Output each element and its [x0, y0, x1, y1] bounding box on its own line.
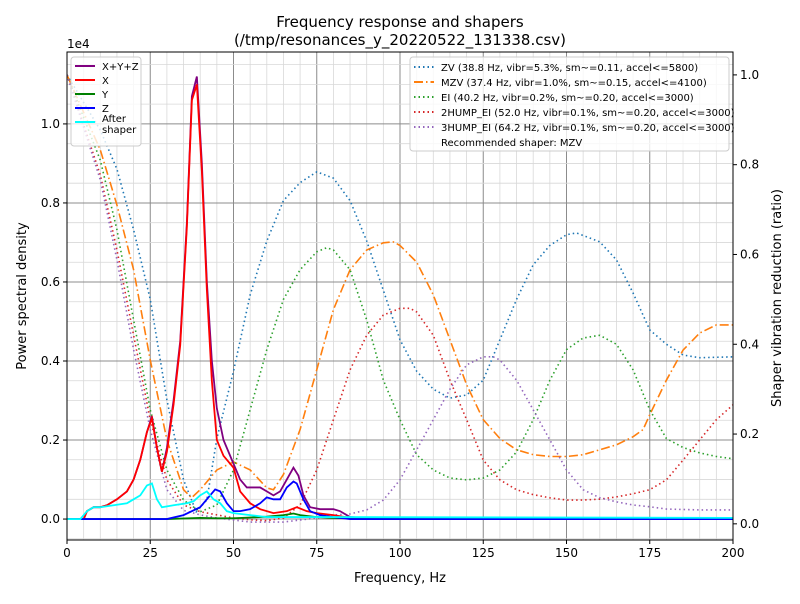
shaper-line-mzv: [67, 74, 733, 499]
legend-label: 3HUMP_EI (64.2 Hz, vibr=0.1%, sm~=0.20, …: [441, 123, 735, 134]
legend-label: X+Y+Z: [102, 62, 139, 73]
legend-label: Z: [102, 104, 109, 115]
psd-line-1: [67, 84, 733, 520]
y-right-tick-label: 0.4: [740, 337, 759, 351]
ticks: 0 25 50 75 100 125 150 175 200 0.0 0.2 0.4 0.6 0.8 1.0…: [41, 68, 759, 560]
x-tick-label: 25: [143, 546, 158, 560]
legend-label: X: [102, 76, 109, 87]
x-tick-label: 75: [309, 546, 324, 560]
psd-line-4: [67, 482, 733, 520]
x-tick-label: 200: [722, 546, 745, 560]
y-tick-label: 0.6: [41, 275, 60, 289]
legend-label: EI (40.2 Hz, vibr=0.2%, sm~=0.20, accel<…: [441, 93, 694, 104]
y-tick-label: 0.0: [41, 512, 60, 526]
series-layer: [67, 74, 733, 523]
recommended-shaper-label: Recommended shaper: MZV: [441, 138, 582, 149]
y-right-tick-label: 0.2: [740, 427, 759, 441]
x-tick-label: 100: [389, 546, 412, 560]
y-right-tick-label: 0.6: [740, 247, 759, 261]
y-tick-label: 1.0: [41, 117, 60, 131]
y-tick-label: 0.4: [41, 354, 60, 368]
chart-title: Frequency response and shapers: [276, 13, 524, 31]
grid: [66, 52, 734, 540]
legend-label: Y: [101, 90, 109, 101]
y-offset-label: 1e4: [67, 37, 90, 51]
legend-shapers: ZV (38.8 Hz, vibr=5.3%, sm~=0.11, accel<…: [409, 56, 735, 152]
legend-label: 2HUMP_EI (52.0 Hz, vibr=0.1%, sm~=0.20, …: [441, 108, 735, 119]
y-right-axis-label: Shaper vibration reduction (ratio): [770, 189, 785, 407]
x-tick-label: 50: [226, 546, 241, 560]
legend-label: ZV (38.8 Hz, vibr=5.3%, sm~=0.11, accel<…: [441, 63, 698, 74]
y-right-tick-label: 1.0: [740, 68, 759, 82]
y-tick-label: 0.8: [41, 196, 60, 210]
psd-line-3: [67, 480, 733, 520]
y-right-tick-label: 0.8: [740, 158, 759, 172]
legend-label: MZV (37.4 Hz, vibr=1.0%, sm~=0.15, accel…: [441, 78, 707, 89]
legend-label: shaper: [102, 125, 137, 136]
y-axis-label: Power spectral density: [15, 222, 30, 370]
y-tick-label: 0.2: [41, 433, 60, 447]
y-right-tick-label: 0.0: [740, 517, 759, 531]
x-tick-label: 0: [63, 546, 71, 560]
x-axis-label: Frequency, Hz: [354, 571, 446, 586]
legend-label: After: [102, 114, 127, 125]
x-tick-label: 125: [472, 546, 495, 560]
x-tick-label: 175: [638, 546, 661, 560]
chart-subtitle: (/tmp/resonances_y_20220522_131338.csv): [234, 31, 566, 50]
x-tick-label: 150: [555, 546, 578, 560]
legend-box: [409, 56, 730, 152]
